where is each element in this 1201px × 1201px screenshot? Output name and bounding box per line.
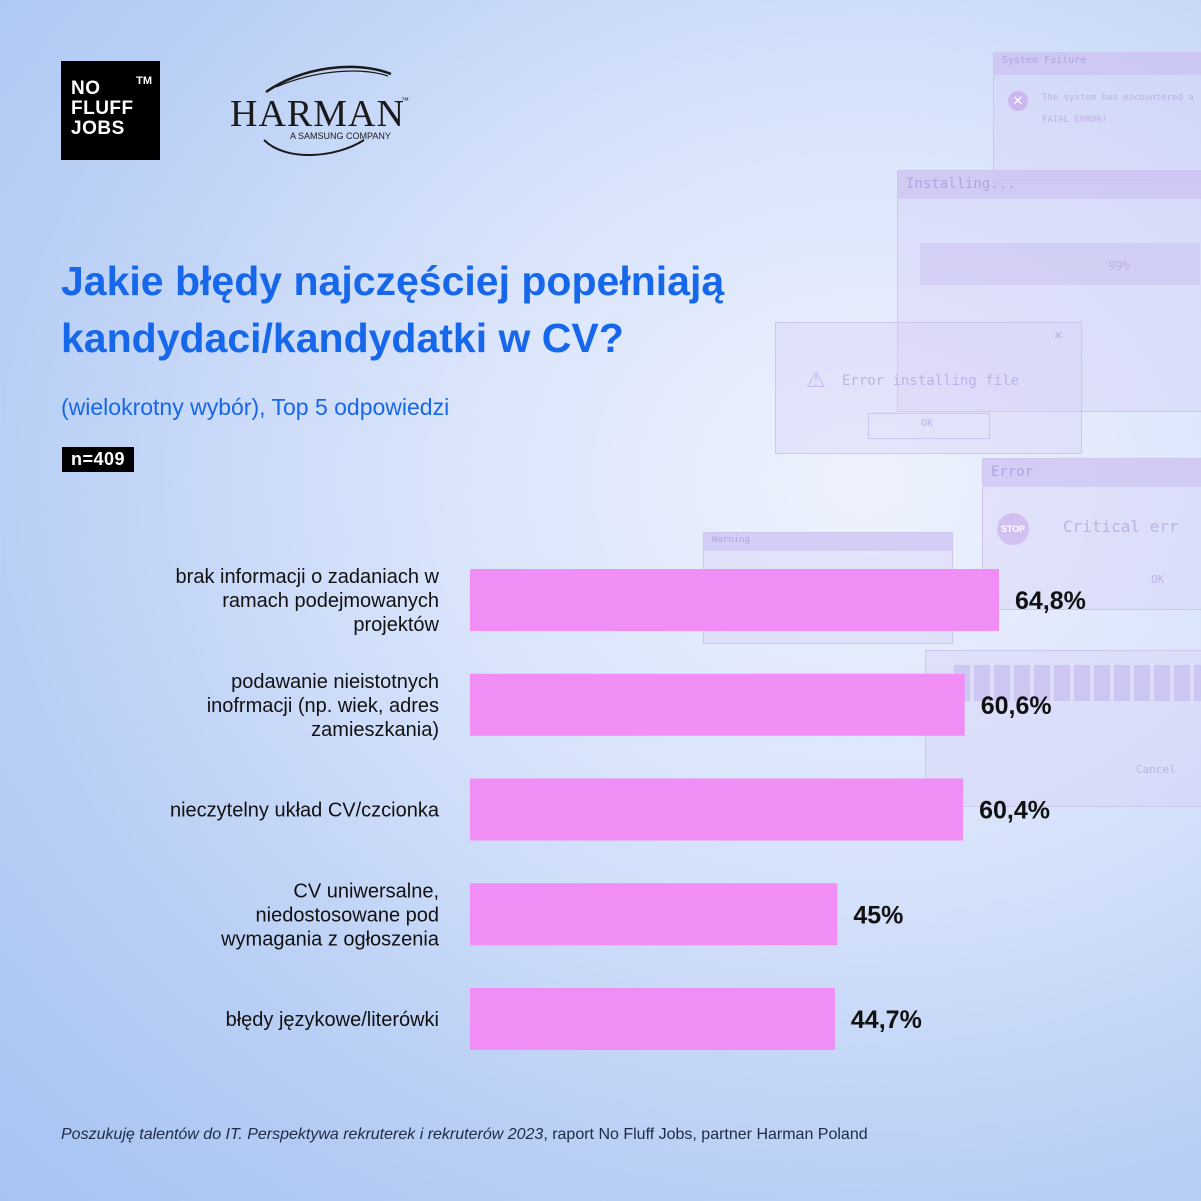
bg-window-error: Error STOP Critical err OK: [982, 458, 1201, 610]
chart-subtitle: (wielokrotny wybór), Top 5 odpowiedzi: [61, 394, 450, 420]
bg-window-installing: Installing... 99%: [897, 170, 1201, 412]
bg-window-text: The system has encountered a: [1042, 93, 1194, 103]
bar-value-label: 45%: [853, 901, 903, 929]
bg-cancel-label: Cancel: [1136, 763, 1176, 776]
harman-swoosh-icon: [263, 65, 392, 157]
category-label: wymagania z ogłoszenia: [220, 928, 440, 950]
bg-window-text: Error installing file: [842, 373, 1020, 389]
harman-logo: HARMAN ™ A SAMSUNG COMPANY: [226, 62, 416, 162]
title-line: kandydaci/kandydatki w CV?: [61, 315, 624, 361]
no-fluff-jobs-logo: NO FLUFF JOBS TM: [61, 61, 160, 160]
bg-ok-button: OK: [868, 413, 990, 439]
category-label: projektów: [353, 614, 439, 636]
title-line: Jakie błędy najczęściej popełniają: [61, 258, 725, 304]
bar-value-label: 64,8%: [1015, 587, 1086, 615]
bg-window-title: Warning: [704, 533, 952, 551]
source-report-title: Poszukuję talentów do IT. Perspektywa re…: [61, 1126, 544, 1143]
bg-ok-label: OK: [1151, 573, 1165, 586]
bg-window-title: Error: [983, 459, 1201, 487]
trademark: TM: [136, 75, 152, 87]
close-icon: ✕: [1054, 327, 1063, 343]
logo-text: FLUFF: [71, 98, 134, 119]
bg-progress-bar: [920, 243, 1200, 285]
category-label: niedostosowane pod: [256, 904, 439, 926]
bg-window-text: FATAL ERROR!: [1042, 115, 1108, 125]
bar-value-label: 60,6%: [981, 692, 1052, 720]
category-label: brak informacji o zadaniach w: [176, 566, 440, 588]
bg-window-progress: Cancel: [925, 650, 1201, 807]
source-footnote: Poszukuję talentów do IT. Perspektywa re…: [61, 1126, 868, 1144]
category-label: ramach podejmowanych: [222, 590, 439, 612]
bg-progress-segments: [954, 665, 1201, 701]
error-icon: ✕: [1008, 91, 1028, 111]
category-label: nieczytelny układ CV/czcionka: [170, 800, 440, 822]
warning-icon: ⚠: [806, 367, 826, 392]
logo-text: JOBS: [71, 118, 125, 139]
logo-text: NO: [71, 78, 101, 99]
bar: [470, 569, 999, 631]
bar: [470, 673, 965, 736]
bar: [470, 988, 835, 1050]
harman-wordmark: HARMAN: [230, 93, 405, 135]
category-label: inofrmacji (np. wiek, adres: [207, 695, 439, 717]
chart-title: Jakie błędy najczęściej popełniają kandy…: [61, 253, 961, 367]
bar: [470, 883, 838, 946]
stop-icon: STOP: [997, 513, 1029, 545]
bar-value-label: 44,7%: [851, 1006, 922, 1034]
category-label: błędy językowe/literówki: [226, 1009, 439, 1031]
bg-window-title: System Failure: [994, 53, 1201, 75]
bg-window-text: Critical err: [1063, 517, 1179, 536]
category-label: zamieszkania): [311, 719, 439, 741]
bg-window-title: Installing...: [898, 171, 1201, 199]
bg-progress-percent: 99%: [1108, 259, 1130, 273]
sample-size-badge: n=409: [62, 447, 135, 472]
category-label: podawanie nieistotnych: [231, 671, 439, 693]
bg-window-system-failure: System Failure ✕ The system has encounte…: [993, 52, 1201, 184]
bar-value-label: 60,4%: [979, 797, 1050, 825]
source-rest: , raport No Fluff Jobs, partner Harman P…: [543, 1126, 868, 1143]
bg-window-error-install: ✕ ⚠ Error installing file OK: [775, 322, 1082, 454]
bar: [470, 778, 964, 841]
trademark: ™: [401, 96, 409, 105]
category-label: CV uniwersalne,: [293, 880, 439, 902]
harman-tagline: A SAMSUNG COMPANY: [290, 131, 391, 141]
